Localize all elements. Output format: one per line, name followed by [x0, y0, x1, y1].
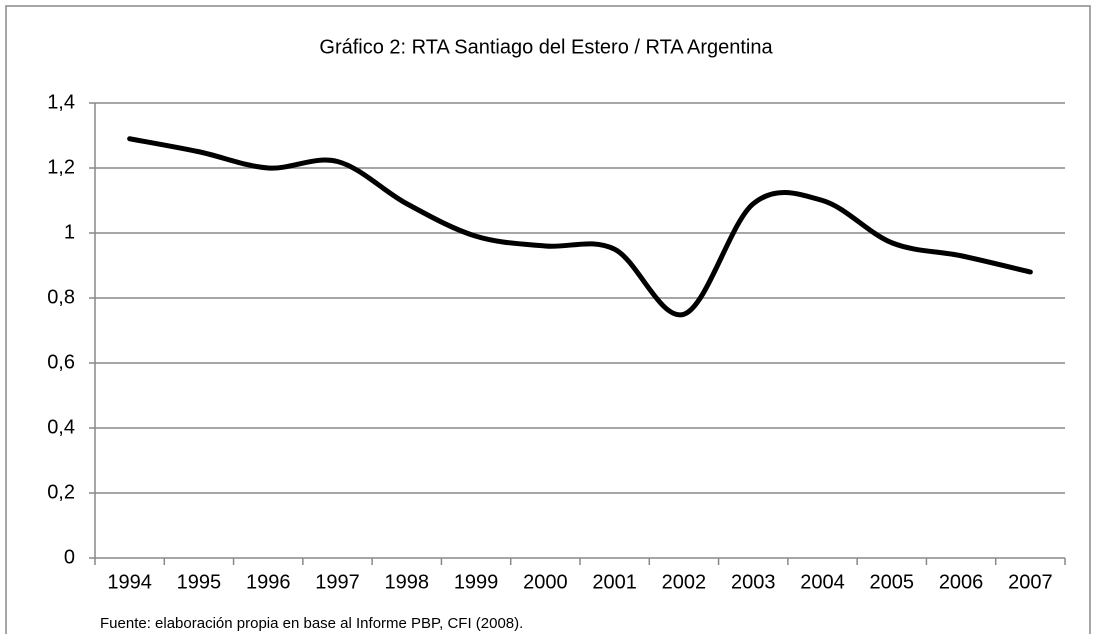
y-tick-label: 0,6	[47, 351, 75, 373]
x-tick-label: 2003	[731, 571, 776, 593]
source-note: Fuente: elaboración propia en base al In…	[100, 615, 523, 632]
x-tick-label: 1995	[177, 571, 222, 593]
x-tick-label: 2002	[662, 571, 707, 593]
y-tick-label: 1,4	[47, 91, 75, 113]
y-tick-label: 0,8	[47, 286, 75, 308]
x-tick-label: 1999	[454, 571, 499, 593]
chart-frame	[5, 5, 1091, 639]
x-tick-label: 2004	[800, 571, 845, 593]
chart-title: Gráfico 2: RTA Santiago del Estero / RTA…	[319, 36, 773, 58]
x-tick-label: 2006	[939, 571, 984, 593]
x-tick-label: 1997	[315, 571, 360, 593]
x-tick-label: 1994	[107, 571, 152, 593]
x-tick-label: 2005	[870, 571, 915, 593]
y-tick-label: 0,4	[47, 416, 75, 438]
y-tick-label: 0	[64, 546, 75, 568]
y-tick-label: 1,2	[47, 156, 75, 178]
x-tick-label: 2007	[1008, 571, 1053, 593]
x-tick-label: 2001	[592, 571, 637, 593]
data-line	[127, 136, 1033, 318]
y-tick-label: 0,2	[47, 481, 75, 503]
x-tick-label: 1996	[246, 571, 291, 593]
y-tick-label: 1	[64, 221, 75, 243]
x-tick-label: 2000	[523, 571, 568, 593]
x-tick-label: 1998	[385, 571, 430, 593]
